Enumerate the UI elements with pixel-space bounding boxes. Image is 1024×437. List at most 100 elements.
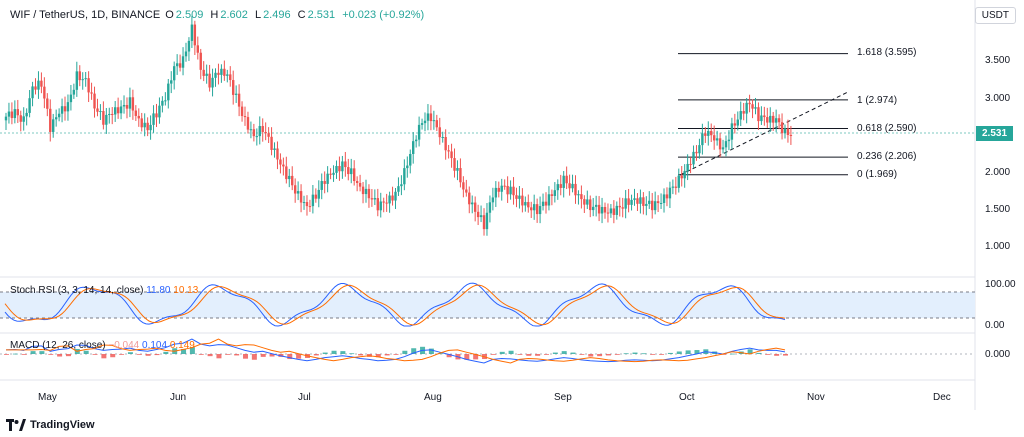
candle-body xyxy=(96,108,99,112)
candle-body xyxy=(376,198,379,211)
candle-body xyxy=(388,195,391,204)
candle-body xyxy=(66,102,70,112)
macd-hist-bar xyxy=(57,354,63,357)
candle-body xyxy=(143,122,146,128)
candle-body xyxy=(692,151,695,165)
candle-body xyxy=(571,183,574,189)
macd-hist-bar xyxy=(623,353,629,355)
macd-hist-bar xyxy=(676,351,682,354)
time-tick: Aug xyxy=(424,392,442,403)
candle-body xyxy=(178,63,182,68)
candle-body xyxy=(423,120,427,124)
candle-body xyxy=(412,141,415,154)
time-tick: Dec xyxy=(933,392,951,403)
candle-body xyxy=(252,129,256,137)
candle-body xyxy=(208,73,211,88)
candle-body xyxy=(158,105,161,118)
macd-hist-bar xyxy=(21,354,27,355)
macd-hist-bar xyxy=(402,350,408,354)
macd-hist-bar xyxy=(189,347,195,354)
macd-hist-bar xyxy=(163,351,169,354)
candle-body xyxy=(633,198,636,200)
candle-body xyxy=(46,98,49,109)
candle-body xyxy=(662,194,666,203)
candle-body xyxy=(52,119,55,132)
macd-hist-bar xyxy=(251,354,257,360)
macd-hist-bar xyxy=(48,354,54,355)
candle-body xyxy=(308,206,312,208)
candle-body xyxy=(497,187,500,192)
candle-body xyxy=(636,198,639,204)
macd-hist-bar xyxy=(340,351,346,354)
candle-body xyxy=(131,97,135,111)
candle-body xyxy=(205,73,208,76)
candle-body xyxy=(432,120,436,122)
macd-hist-bar xyxy=(225,354,231,355)
candle-body xyxy=(621,207,624,209)
candle-body xyxy=(305,202,309,207)
candle-body xyxy=(710,130,713,136)
candle-body xyxy=(152,113,155,125)
macd-hist-bar xyxy=(154,354,160,356)
macd-hist-bar xyxy=(526,354,532,356)
macd-hist-bar xyxy=(30,351,36,354)
candle-body xyxy=(695,151,698,154)
stoch-tick: 0.00 xyxy=(985,320,1005,331)
candle-body xyxy=(789,134,793,136)
candle-body xyxy=(199,52,202,70)
candle-body xyxy=(75,71,79,90)
candle-body xyxy=(214,72,217,78)
macd-hist-bar xyxy=(464,354,470,360)
candle-body xyxy=(727,139,731,142)
candle-body xyxy=(786,128,790,135)
candle-body xyxy=(326,173,329,184)
candle-body xyxy=(538,206,542,215)
candle-body xyxy=(580,194,583,200)
macd-hist-bar xyxy=(535,354,541,356)
candle-body xyxy=(479,215,483,218)
time-tick: Nov xyxy=(807,392,825,403)
candle-body xyxy=(597,204,601,214)
candle-body xyxy=(394,191,397,201)
candle-body xyxy=(10,111,14,119)
candle-body xyxy=(441,137,444,139)
candle-body xyxy=(99,111,102,113)
candle-body xyxy=(420,123,424,125)
candle-body xyxy=(651,200,654,211)
macd-hist-bar xyxy=(216,354,222,359)
macd-hist-bar xyxy=(659,354,665,355)
candle-body xyxy=(659,202,663,204)
stoch-k-value: 11.80 xyxy=(146,285,171,296)
tradingview-logo[interactable]: TradingView xyxy=(6,419,95,431)
macd-hist-bar xyxy=(605,354,611,356)
macd-hist-bar xyxy=(570,352,576,354)
candle-body xyxy=(704,133,707,136)
macd-hist-bar xyxy=(641,353,647,355)
candle-body xyxy=(476,211,480,218)
macd-hist-bar xyxy=(260,354,266,357)
macd-hist-bar xyxy=(543,354,549,355)
tradingview-logo-icon xyxy=(6,419,26,431)
candle-body xyxy=(170,80,173,84)
currency-button[interactable]: USDT xyxy=(974,7,1016,24)
candle-body xyxy=(512,186,515,196)
macd-hist-bar xyxy=(783,354,788,356)
candle-body xyxy=(562,175,565,188)
macd-tick: 0.000 xyxy=(985,349,1011,360)
change-value: +0.023 (+0.92%) xyxy=(342,9,425,21)
symbol-legend: WIF / TetherUS, 1D, BINANCE O 2.509 H 2.60… xyxy=(10,9,425,21)
candle-body xyxy=(653,201,657,211)
macd-hist-bar xyxy=(490,354,496,355)
candle-body xyxy=(465,189,468,193)
macd-hist-bar xyxy=(234,354,240,356)
candle-body xyxy=(122,104,126,107)
candle-body xyxy=(494,187,498,198)
macd-hist-bar xyxy=(313,354,319,356)
macd-hist-bar xyxy=(119,354,125,355)
stoch-band xyxy=(0,292,975,318)
candle-body xyxy=(4,116,8,121)
candle-body xyxy=(137,115,140,119)
candle-body xyxy=(243,116,247,118)
